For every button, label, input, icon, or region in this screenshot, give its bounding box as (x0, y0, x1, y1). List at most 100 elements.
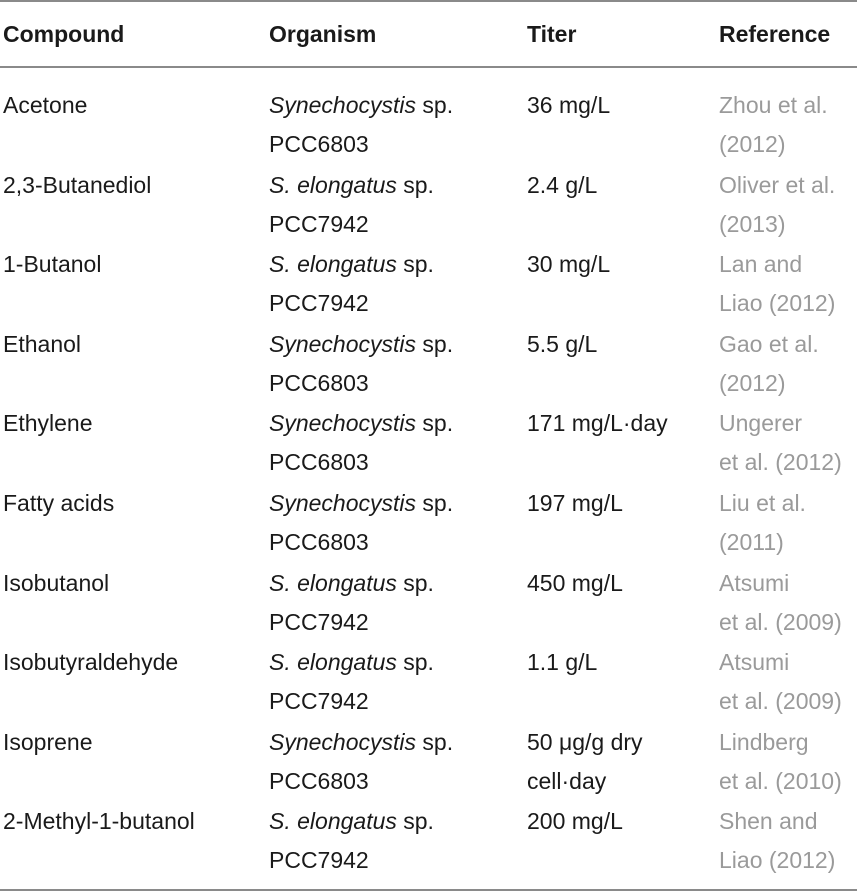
table-body: Acetone Synechocystis sp. PCC6803 36 mg/L Zh… (0, 68, 857, 894)
titer-line-1: 450 mg/L (527, 569, 623, 596)
cell-organism: Synechocystis sp. PCC6803 (269, 723, 453, 801)
compound-name: 1-Butanol (3, 251, 102, 278)
organism-genus: S. elongatus (269, 171, 397, 198)
compound-name: Isobutanol (3, 569, 110, 596)
table-row: 1-Butanol S. elongatus sp. PCC7942 30 mg/L L… (0, 241, 857, 321)
table-row: Acetone Synechocystis sp. PCC6803 36 mg/L Zh… (0, 82, 857, 162)
cell-titer: 1.1 g/L (527, 643, 597, 682)
organism-species: Synechocystis sp. (269, 86, 453, 125)
organism-suffix: sp. (416, 92, 454, 118)
reference-line-1: Oliver et al. (719, 171, 836, 198)
organism-strain: PCC7942 (269, 847, 369, 874)
organism-strain: PCC7942 (269, 688, 369, 715)
reference-line-2: et al. (2009) (719, 688, 842, 715)
titer-line-1: 171 mg/L·day (527, 410, 668, 437)
cell-titer: 36 mg/L (527, 86, 610, 125)
cell-compound: 2-Methyl-1-butanol (3, 802, 195, 841)
cell-compound: Ethylene (3, 404, 93, 443)
cell-reference: Liu et al. (2011) (719, 484, 806, 562)
cell-reference: Zhou et al. (2012) (719, 86, 828, 164)
header-titer: Titer (527, 21, 577, 47)
reference-line-2: et al. (2012) (719, 449, 842, 476)
organism-suffix: sp. (416, 330, 454, 357)
organism-species: S. elongatus sp. (269, 643, 434, 682)
compound-name: Fatty acids (3, 489, 115, 516)
cell-reference: Atsumi et al. (2009) (719, 564, 842, 642)
reference-line-1: Lan and (719, 251, 803, 278)
header-organism: Organism (269, 21, 377, 47)
cell-compound: Fatty acids (3, 484, 114, 523)
cell-reference: Atsumi et al. (2009) (719, 643, 842, 721)
header-compound: Compound (3, 21, 125, 47)
organism-genus: S. elongatus (269, 569, 397, 596)
titer-line-1: 1.1 g/L (527, 649, 598, 676)
titer-line-1: 50 μg/g dry (527, 728, 643, 755)
cell-titer: 197 mg/L (527, 484, 623, 523)
organism-strain: PCC6803 (269, 528, 369, 555)
organism-genus: S. elongatus (269, 251, 397, 278)
cell-organism: S. elongatus sp. PCC7942 (269, 802, 434, 880)
titer-line-1: 30 mg/L (527, 251, 611, 278)
organism-genus: Synechocystis (269, 489, 417, 516)
table-row: Isoprene Synechocystis sp. PCC6803 50 μg/g … (0, 719, 857, 799)
organism-strain: PCC6803 (269, 767, 369, 794)
organism-strain: PCC7942 (269, 210, 369, 237)
titer-line-1: 5.5 g/L (527, 330, 598, 357)
cell-compound: 2,3-Butanediol (3, 166, 151, 205)
cell-compound: Ethanol (3, 325, 81, 364)
cell-organism: S. elongatus sp. PCC7942 (269, 166, 434, 244)
organism-species: S. elongatus sp. (269, 802, 434, 841)
cell-titer: 450 mg/L (527, 564, 623, 603)
organism-species: Synechocystis sp. (269, 484, 453, 523)
organism-suffix: sp. (416, 489, 454, 516)
reference-line-1: Lindberg (719, 728, 809, 755)
cell-reference: Lan and Liao (2012) (719, 245, 835, 323)
cell-organism: S. elongatus sp. PCC7942 (269, 245, 434, 323)
organism-suffix: sp. (416, 410, 454, 437)
table-row: Isobutanol S. elongatus sp. PCC7942 450 mg/… (0, 560, 857, 640)
reference-line-1: Liu et al. (719, 489, 806, 516)
cell-titer: 50 μg/g dry cell·day (527, 723, 643, 801)
compound-name: Ethylene (3, 410, 93, 437)
compound-name: 2-Methyl-1-butanol (3, 808, 195, 835)
organism-strain: PCC6803 (269, 449, 369, 476)
organism-strain: PCC6803 (269, 131, 369, 157)
cell-reference: Gao et al. (2012) (719, 325, 819, 403)
reference-line-2: Liao (2012) (719, 847, 836, 874)
organism-genus: Synechocystis (269, 728, 417, 755)
cell-compound: Isobutanol (3, 564, 109, 603)
cell-compound: Isoprene (3, 723, 93, 762)
reference-line-2: Liao (2012) (719, 290, 836, 317)
reference-line-2: (2012) (719, 131, 786, 157)
cell-titer: 30 mg/L (527, 245, 610, 284)
reference-line-2: (2012) (719, 369, 786, 396)
bottom-rule (0, 889, 857, 891)
titer-line-1: 200 mg/L (527, 808, 623, 835)
header-reference: Reference (719, 21, 831, 47)
cell-organism: S. elongatus sp. PCC7942 (269, 643, 434, 721)
organism-suffix: sp. (416, 728, 454, 755)
cell-compound: Acetone (3, 86, 87, 125)
organism-genus: Synechocystis (269, 330, 417, 357)
organism-strain: PCC7942 (269, 608, 369, 635)
reference-line-1: Atsumi (719, 649, 790, 676)
reference-line-1: Zhou et al. (719, 92, 828, 118)
reference-line-1: Gao et al. (719, 330, 819, 357)
cell-organism: Synechocystis sp. PCC6803 (269, 404, 453, 482)
compound-name: Isobutyraldehyde (3, 649, 179, 676)
organism-suffix: sp. (396, 569, 434, 596)
cell-titer: 5.5 g/L (527, 325, 597, 364)
table-row: 2-Methyl-1-butanol S. elongatus sp. PCC794… (0, 798, 857, 878)
organism-species: Synechocystis sp. (269, 723, 453, 762)
cell-compound: Isobutyraldehyde (3, 643, 178, 682)
cell-organism: S. elongatus sp. PCC7942 (269, 564, 434, 642)
cell-reference: Lindberg et al. (2010) (719, 723, 842, 801)
organism-genus: Synechocystis (269, 92, 417, 118)
organism-species: Synechocystis sp. (269, 325, 453, 364)
titer-line-1: 36 mg/L (527, 92, 611, 118)
reference-line-2: et al. (2009) (719, 608, 842, 635)
table-row: Isobutyraldehyde S. elongatus sp. PCC7942 1… (0, 639, 857, 719)
reference-line-2: et al. (2010) (719, 767, 842, 794)
organism-genus: S. elongatus (269, 808, 397, 835)
organism-suffix: sp. (396, 649, 434, 676)
